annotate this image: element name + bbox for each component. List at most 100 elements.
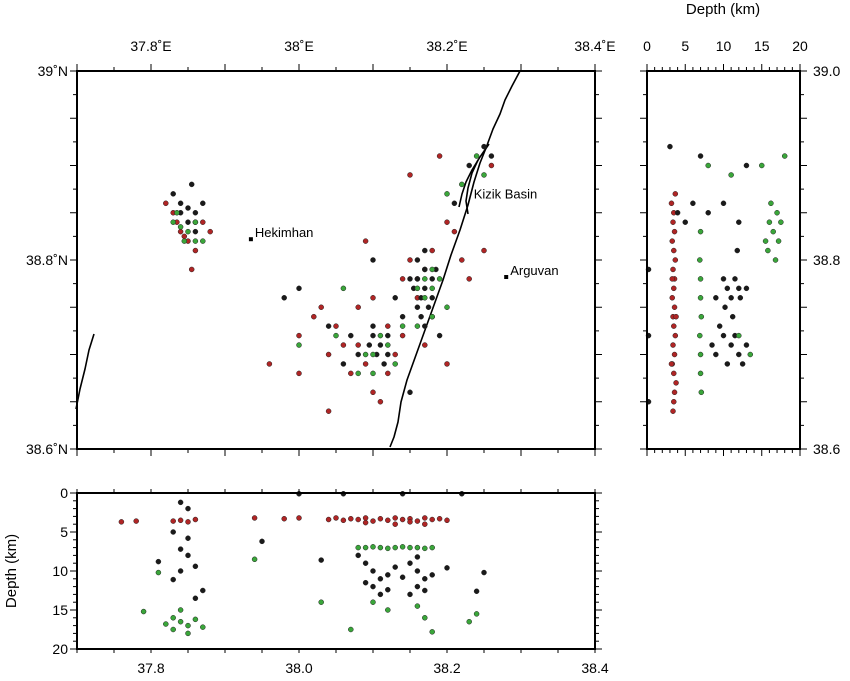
right-hypocenter-0-21 — [670, 408, 676, 414]
map-epicenter-0-27 — [436, 153, 443, 159]
bottom-hypocenter-2-13 — [370, 544, 376, 550]
bottom-hypocenter-1-28 — [414, 554, 421, 560]
map-epicenter-0-34 — [318, 304, 324, 310]
right-hypocenter-1-26 — [697, 153, 704, 159]
right-hypocenter-1-12 — [736, 351, 742, 358]
right-hypocenter-1-0 — [720, 276, 727, 282]
right-hypocenter-1-4 — [736, 285, 742, 292]
bottom-depth-labels: 0 5 10 15 20 — [52, 485, 68, 657]
map-epicenter-1-34 — [466, 162, 472, 169]
right-hypocenter-2-16 — [781, 153, 788, 159]
right-hypocenter-1-20 — [690, 200, 696, 207]
map-epicenter-1-33 — [488, 153, 495, 159]
map-epicenter-0-20 — [385, 370, 391, 377]
right-hypocenter-2-5 — [697, 370, 704, 377]
bottom-hypocenter-0-14 — [362, 515, 369, 521]
bottom-hypocenter-1-4 — [177, 546, 184, 552]
bottom-hypocenter-2-26 — [473, 611, 480, 617]
right-depth-axis-title: Depth (km) — [686, 1, 760, 18]
right-hypocenter-2-3 — [697, 332, 703, 339]
map-epicenter-1-0 — [170, 191, 176, 197]
map-epicenter-2-18 — [370, 370, 376, 377]
right-depth-labels: 0 5 10 15 20 — [643, 38, 808, 54]
right-hypocenter-0-18 — [673, 380, 679, 386]
map-epicenter-0-31 — [466, 276, 472, 282]
bottom-hypocenter-0-29 — [422, 521, 428, 527]
right-hypocenter-2-12 — [778, 219, 784, 225]
map-epicenter-2-6 — [174, 210, 180, 216]
bottom-hypocenter-2-9 — [200, 624, 206, 630]
bottom-hypocenter-1-26 — [429, 572, 435, 578]
bottom-hypocenter-0-25 — [444, 517, 450, 524]
map-epicenter-1-8 — [188, 181, 195, 188]
bottom-hypocenter-0-6 — [251, 515, 258, 521]
right-hypocenter-2-1 — [697, 295, 704, 301]
right-ticks — [640, 64, 807, 456]
map-y-tick-label: 38.8˚N — [26, 252, 68, 268]
map-epicenter-0-41 — [399, 332, 406, 339]
map-epicenter-1-45 — [422, 323, 428, 329]
map-epicenter-0-45 — [355, 342, 361, 348]
map-epicenter-1-41 — [451, 200, 458, 207]
bottom-hypocenter-0-21 — [414, 518, 421, 524]
right-hypocenter-1-7 — [737, 295, 744, 301]
bottom-hypocenter-2-28 — [348, 626, 354, 633]
bottom-hypocenter-2-0 — [155, 569, 162, 576]
right-hypocenter-0-9 — [669, 295, 675, 301]
map-y-tick-label: 38.6˚N — [26, 441, 68, 457]
right-hypocenter-2-18 — [705, 162, 711, 169]
map-latitude-labels: 39˚N 38.8˚N 38.6˚N — [26, 63, 68, 457]
bottom-hypocenter-1-11 — [155, 558, 162, 565]
map-panel: Hekimhan Arguvan Kizik Basin 37.8˚E 38˚E 38.… — [26, 38, 616, 457]
bottom-hypocenter-1-17 — [385, 572, 391, 578]
right-hypocenters — [645, 143, 788, 414]
map-epicenter-1-19 — [422, 247, 428, 254]
right-x-tick-label: 0 — [643, 38, 651, 54]
map-epicenter-2-12 — [436, 276, 443, 282]
bottom-hypocenter-0-26 — [362, 519, 369, 526]
map-longitude-labels: 37.8˚E 38˚E 38.2˚E 38.4˚E — [130, 38, 615, 54]
right-hypocenter-2-17 — [759, 162, 765, 169]
right-hypocenter-1-19 — [716, 323, 723, 329]
bottom-hypocenter-1-23 — [422, 576, 428, 582]
bottom-hypocenter-0-27 — [407, 519, 413, 525]
map-frame — [76, 70, 596, 450]
right-x-tick-label: 15 — [754, 38, 770, 54]
map-epicenter-1-26 — [370, 323, 376, 329]
map-epicenter-0-36 — [385, 323, 391, 329]
bottom-hypocenter-2-23 — [385, 607, 391, 613]
bottom-hypocenter-0-3 — [177, 517, 184, 524]
map-epicenter-0-30 — [459, 257, 465, 263]
bottom-hypocenter-1-18 — [377, 591, 384, 598]
bottom-y-tick-label: 20 — [52, 641, 68, 657]
right-hypocenter-2-0 — [697, 276, 704, 282]
right-hypocenter-0-13 — [672, 332, 679, 339]
bottom-hypocenter-0-2 — [170, 518, 176, 524]
map-epicenter-2-5 — [200, 238, 206, 244]
right-hypocenter-0-4 — [671, 247, 677, 254]
right-hypocenter-1-10 — [720, 332, 727, 339]
right-hypocenter-2-21 — [728, 172, 734, 178]
bottom-hypocenter-1-24 — [414, 583, 421, 590]
right-hypocenter-1-8 — [713, 295, 719, 301]
map-epicenter-1-28 — [366, 342, 373, 348]
latitude-depth-panel: 0 5 10 15 20 39.0 38.8 38.6 Depth (km) — [640, 1, 840, 457]
map-epicenter-1-29 — [385, 351, 391, 358]
right-hypocenter-0-19 — [671, 389, 678, 396]
bottom-hypocenter-0-12 — [348, 515, 354, 522]
bottom-hypocenter-1-1 — [185, 505, 191, 512]
bottom-hypocenter-1-3 — [185, 535, 191, 541]
map-epicenter-0-44 — [370, 295, 376, 301]
bottom-hypocenter-0-0 — [118, 519, 125, 525]
right-hypocenter-1-2 — [728, 295, 734, 301]
right-x-tick-label: 10 — [716, 38, 732, 54]
map-epicenter-0-13 — [333, 323, 339, 329]
right-hypocenter-1-1 — [724, 285, 731, 292]
bottom-hypocenter-0-17 — [385, 517, 391, 524]
bottom-hypocenter-1-32 — [318, 557, 324, 563]
map-epicenter-2-20 — [362, 351, 369, 358]
map-x-tick-label: 38.4˚E — [574, 38, 615, 54]
map-epicenter-2-19 — [392, 361, 398, 367]
map-epicenter-1-37 — [399, 313, 406, 320]
right-hypocenter-0-1 — [670, 219, 676, 225]
